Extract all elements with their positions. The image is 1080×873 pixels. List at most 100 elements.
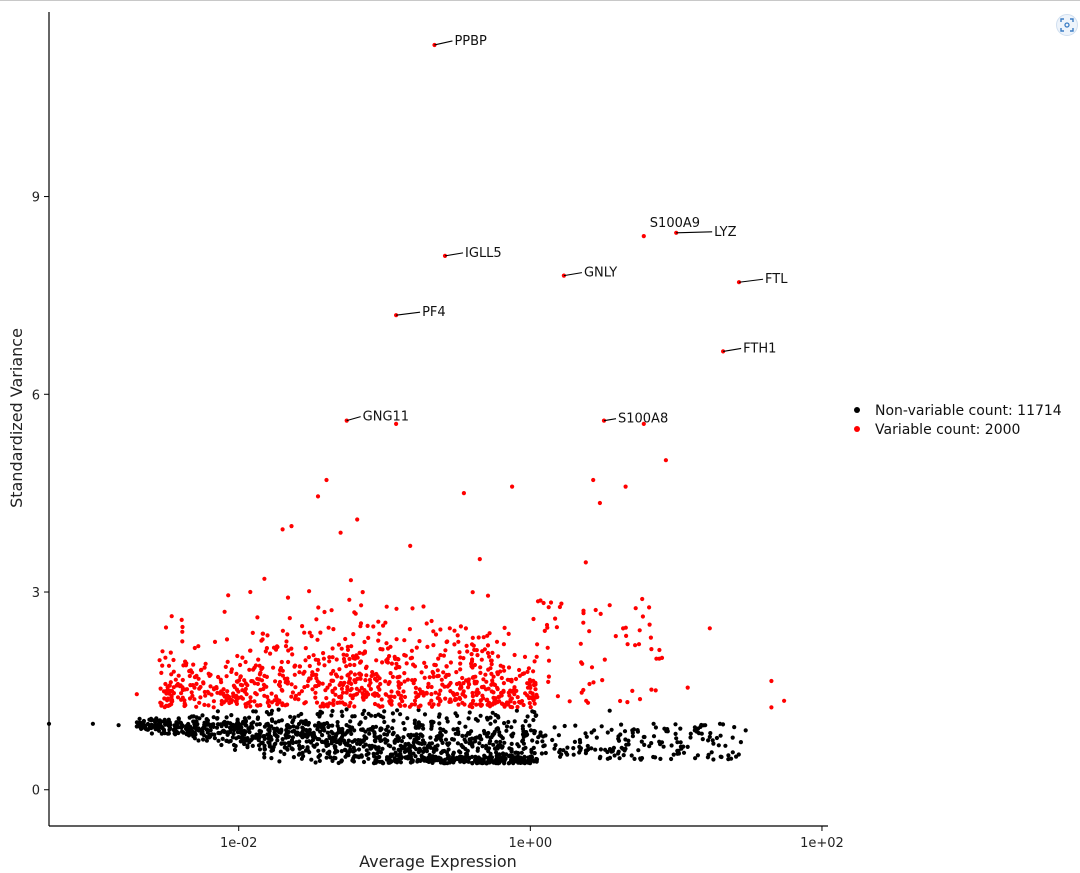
variable-point-888	[221, 700, 226, 705]
non-variable-point-582	[422, 712, 428, 717]
variable-point-601	[475, 653, 480, 658]
variable-point-633	[297, 664, 303, 669]
variable-point-632	[261, 682, 266, 687]
non-variable-point-1205	[352, 738, 357, 743]
non-variable-point-1349	[619, 722, 624, 727]
non-variable-point-1358	[635, 728, 640, 733]
variable-point-627	[383, 620, 388, 625]
non-variable-point-1209	[420, 755, 425, 760]
variable-point-610	[444, 664, 449, 669]
variable-point-994	[544, 622, 550, 628]
non-variable-point-1264	[222, 721, 227, 727]
variable-point-29	[283, 644, 289, 649]
non-variable-point-1451	[607, 755, 613, 761]
variable-point-969	[394, 421, 399, 426]
variable-point-26	[387, 654, 392, 659]
variable-point-30	[307, 630, 312, 635]
variable-point-388	[203, 693, 208, 698]
non-variable-point-690	[469, 729, 474, 734]
non-variable-point-240	[455, 741, 460, 746]
variable-point-362	[523, 691, 528, 696]
variable-point-849	[250, 679, 255, 684]
non-variable-point-1442	[541, 734, 546, 739]
non-variable-point-1038	[379, 738, 384, 743]
variable-point-604	[472, 662, 477, 668]
non-variable-point-726	[165, 731, 170, 736]
variable-point-756	[443, 648, 448, 653]
variable-point-674	[458, 661, 463, 666]
variable-point-291	[458, 624, 463, 629]
non-variable-point-1351	[552, 746, 557, 751]
non-variable-point-1416	[716, 743, 721, 748]
non-variable-point-812	[416, 720, 421, 725]
variable-point-356	[442, 684, 447, 689]
non-variable-point-542	[420, 723, 425, 728]
non-variable-point-180	[401, 721, 406, 726]
variable-point-791	[488, 666, 493, 671]
non-variable-point-1469	[578, 748, 583, 753]
non-variable-point-1417	[693, 756, 698, 761]
gene-leader-pf4	[395, 311, 421, 316]
variable-point-666	[255, 615, 260, 620]
variable-point-3	[225, 659, 230, 665]
non-variable-point-1260	[177, 720, 182, 725]
variable-point-648	[429, 684, 434, 690]
non-variable-point-1167	[509, 747, 514, 752]
non-variable-point-1256	[387, 759, 392, 764]
non-variable-point-825	[309, 757, 314, 762]
non-variable-point-1289	[242, 716, 247, 721]
variable-point-722	[492, 682, 497, 687]
non-variable-point-432	[494, 750, 499, 755]
gene-labels: PPBP S100A9 LYZ IGLL5 GNLY FTL PF4 FTH1 GNG11 S10…	[346, 34, 788, 427]
variable-point-475	[205, 689, 210, 694]
non-variable-point-1101	[396, 757, 401, 762]
non-variable-point-580	[361, 759, 367, 765]
non-variable-point-1148	[485, 734, 490, 739]
non-variable-point-1268	[388, 744, 393, 749]
non-variable-point-829	[359, 753, 364, 758]
non-variable-point-633	[304, 739, 309, 744]
non-variable-point-753	[141, 720, 146, 725]
non-variable-point-466	[345, 728, 350, 734]
non-variable-point-576	[340, 713, 345, 719]
non-variable-point-1478	[717, 721, 723, 726]
variable-point-560	[211, 699, 216, 704]
non-variable-point-1049	[470, 760, 475, 766]
variable-point-668	[336, 642, 341, 647]
non-variable-point-1282	[275, 734, 280, 739]
variable-point-807	[397, 685, 402, 690]
screenshot-button[interactable]	[1056, 14, 1078, 36]
variable-point-189	[340, 690, 346, 695]
variable-point-669	[347, 597, 352, 602]
variable-point-628	[376, 638, 381, 643]
variable-point-305	[425, 644, 430, 650]
variable-point-720	[485, 697, 490, 702]
non-variable-point-1425	[552, 725, 557, 730]
variable-point-662	[337, 694, 342, 700]
variable-point-355	[191, 662, 196, 667]
variable-point-92	[479, 657, 484, 662]
non-variable-point-1435	[688, 731, 693, 736]
variable-point-714	[218, 691, 223, 696]
non-variable-point-1259	[283, 733, 288, 738]
non-variable-point-1195	[435, 743, 440, 748]
variable-point-453	[243, 681, 248, 686]
variable-point-178	[436, 702, 441, 707]
variable-point-688	[445, 639, 450, 644]
variable-point-600	[160, 663, 165, 668]
variable-point-699	[169, 702, 174, 707]
variable-point-764	[443, 696, 448, 701]
variable-point-877	[323, 688, 328, 693]
variable-point-921	[541, 600, 546, 606]
y-tick-label-2: 6	[32, 388, 40, 403]
variable-point-874	[265, 700, 270, 705]
non-variable-point-349	[390, 711, 395, 716]
variable-point-599	[280, 673, 285, 678]
variable-point-568	[285, 702, 290, 707]
variable-point-716	[478, 698, 483, 703]
non-variable-point-505	[269, 717, 275, 722]
variable-point-996	[659, 655, 665, 661]
variable-point-556	[176, 673, 181, 678]
non-variable-point-588	[451, 750, 456, 755]
variable-point-338	[307, 676, 312, 681]
